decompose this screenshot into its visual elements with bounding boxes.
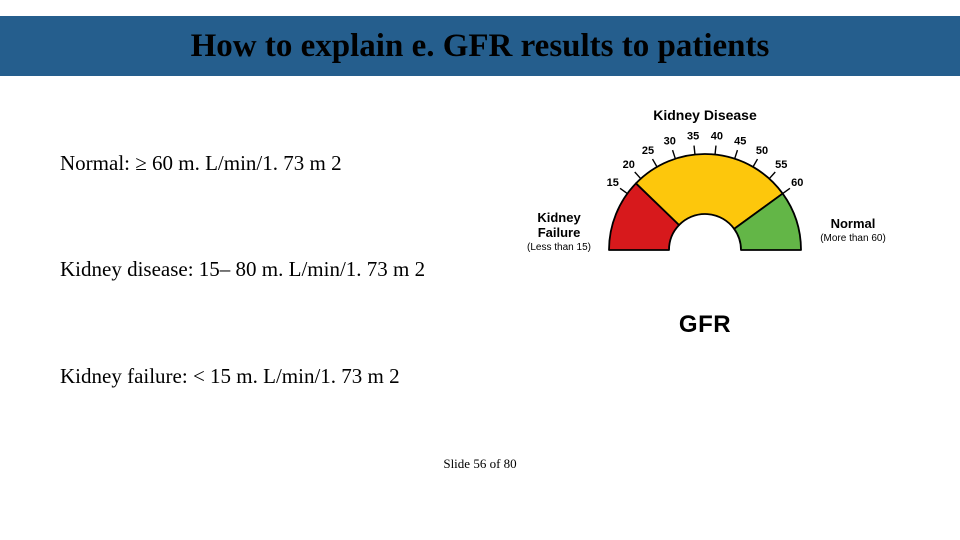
- body-area: Normal: ≥ 60 m. L/min/1. 73 m 2 Kidney d…: [60, 100, 910, 450]
- text-column: Normal: ≥ 60 m. L/min/1. 73 m 2 Kidney d…: [60, 100, 500, 450]
- bullet-normal: Normal: ≥ 60 m. L/min/1. 73 m 2: [60, 150, 490, 177]
- svg-text:Normal: Normal: [831, 216, 876, 231]
- gauge-column: 15 20 25 30 35 40 45 50 55 60 Kidney Disease Kidney…: [500, 100, 910, 450]
- svg-text:(More than 60): (More than 60): [820, 233, 886, 244]
- svg-text:25: 25: [642, 145, 654, 157]
- slide-footer: Slide 56 of 80: [0, 456, 960, 472]
- gfr-caption: GFR: [505, 311, 905, 339]
- svg-text:15: 15: [607, 177, 619, 189]
- svg-text:Kidney: Kidney: [537, 210, 581, 225]
- svg-text:40: 40: [711, 131, 723, 143]
- svg-text:30: 30: [664, 135, 676, 147]
- slide-title: How to explain e. GFR results to patient…: [191, 28, 770, 65]
- title-band: How to explain e. GFR results to patient…: [0, 16, 960, 76]
- svg-text:35: 35: [687, 131, 699, 143]
- gfr-gauge-svg: 15 20 25 30 35 40 45 50 55 60 Kidney Disease Kidney…: [505, 100, 905, 300]
- svg-text:20: 20: [623, 159, 635, 171]
- svg-text:Kidney Disease: Kidney Disease: [653, 107, 757, 123]
- bullet-failure: Kidney failure: < 15 m. L/min/1. 73 m 2: [60, 363, 490, 390]
- svg-text:55: 55: [775, 159, 787, 171]
- svg-text:Failure: Failure: [538, 225, 581, 240]
- slide: How to explain e. GFR results to patient…: [0, 0, 960, 540]
- svg-text:(Less than 15): (Less than 15): [527, 242, 591, 253]
- gfr-gauge: 15 20 25 30 35 40 45 50 55 60 Kidney Disease Kidney…: [505, 100, 905, 339]
- svg-text:60: 60: [791, 177, 803, 189]
- bullet-disease: Kidney disease: 15– 80 m. L/min/1. 73 m …: [60, 256, 490, 283]
- svg-text:45: 45: [734, 135, 746, 147]
- svg-text:50: 50: [756, 145, 768, 157]
